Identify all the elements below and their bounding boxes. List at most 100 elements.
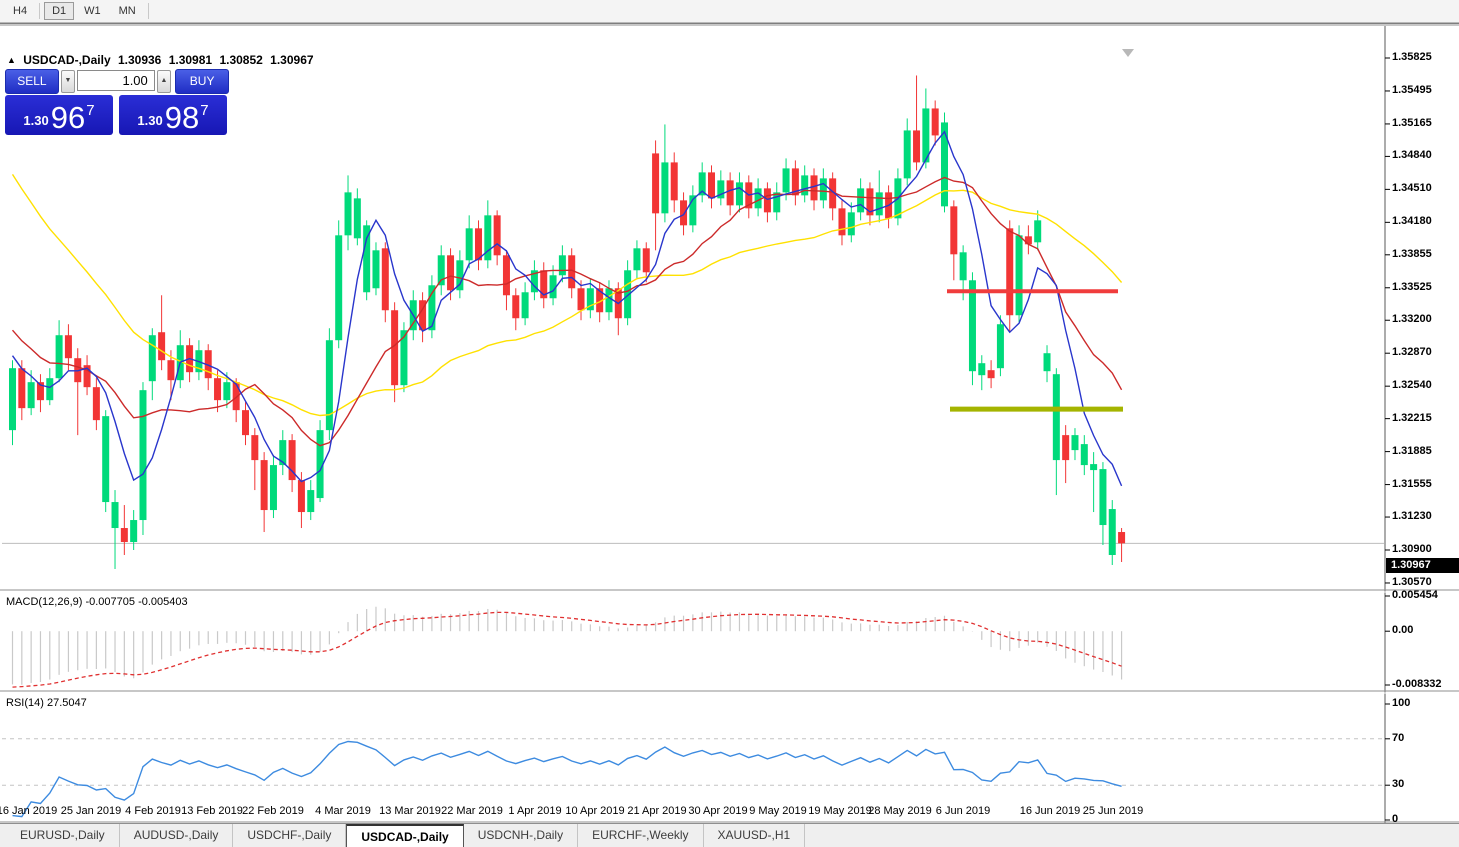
candle-body	[959, 252, 967, 281]
chart-canvas[interactable]	[0, 24, 1459, 847]
candle-body	[130, 520, 138, 543]
candle-body	[847, 212, 855, 236]
candle-body	[1118, 532, 1126, 544]
buy-price-pip: 7	[200, 102, 209, 119]
candle-body	[1080, 444, 1088, 466]
macd-pane[interactable]	[11, 606, 1123, 688]
price-axis-label: 1.32540	[1392, 379, 1432, 392]
time-axis-label: 19 May 2019	[808, 805, 872, 817]
chart-tab-xauusd[interactable]: XAUUSD-,H1	[704, 824, 806, 847]
candle-body	[502, 255, 510, 296]
ohlc-high: 1.30981	[168, 53, 213, 67]
candle-body	[1015, 235, 1023, 316]
buy-button[interactable]: BUY	[175, 69, 229, 94]
time-axis-label: 30 Apr 2019	[688, 805, 748, 817]
candle-body	[18, 368, 26, 409]
volume-input[interactable]: 1.00	[77, 70, 155, 91]
chart-tab-usdchf[interactable]: USDCHF-,Daily	[233, 824, 347, 847]
sell-price-prefix: 1.30	[23, 113, 49, 128]
timeframe-button-h4[interactable]: H4	[13, 5, 28, 17]
candle-body	[484, 215, 492, 261]
candle-body	[148, 335, 156, 382]
price-axis-label: 1.35825	[1392, 51, 1432, 63]
candle-body	[167, 360, 175, 381]
chart-header: ▲ USDCAD-,Daily 1.30936 1.30981 1.30852 …	[7, 53, 318, 67]
candle-body	[708, 172, 715, 199]
timeframe-button-d1[interactable]: D1	[44, 2, 75, 20]
candle-body	[568, 255, 576, 289]
candle-body	[829, 178, 837, 209]
time-axis-label: 21 Apr 2019	[627, 805, 687, 817]
candle-body	[344, 192, 352, 236]
candle-body	[670, 162, 678, 201]
candle-body	[596, 288, 604, 313]
timeframe-button-w1[interactable]: W1	[84, 5, 101, 17]
trade-panel-collapse-icon[interactable]: ▲	[7, 55, 16, 65]
price-axis-label: 1.34510	[1392, 182, 1432, 195]
price-axis-label: 1.35495	[1392, 83, 1432, 96]
candle-body	[754, 188, 762, 209]
chart-tab-audusd[interactable]: AUDUSD-,Daily	[120, 824, 234, 847]
candle-body	[987, 370, 995, 379]
chart-tab-eurchf[interactable]: EURCHF-,Weekly	[578, 824, 704, 847]
volume-decrease-button[interactable]: ▼	[60, 70, 76, 93]
timeframe-button-mn[interactable]: MN	[118, 5, 136, 17]
rsi-axis-label: 0	[1392, 813, 1399, 825]
candle-body	[363, 225, 371, 293]
time-axis-label: 13 Feb 2019	[181, 805, 243, 817]
candle-body	[530, 270, 538, 293]
candle-body	[269, 465, 277, 511]
candle-body	[260, 460, 268, 511]
rsi-pane[interactable]	[2, 738, 1384, 818]
candle-body	[223, 382, 231, 401]
rsi-axis-label: 30	[1392, 778, 1405, 791]
time-axis-label: 4 Feb 2019	[125, 805, 181, 817]
candle-body	[633, 248, 641, 271]
price-axis-label: 1.34840	[1392, 149, 1432, 162]
time-axis-label: 16 Jan 2019	[0, 805, 58, 817]
candle-body	[456, 260, 464, 291]
sell-button[interactable]: SELL	[5, 69, 59, 94]
candle-body	[1006, 228, 1014, 316]
chart-window[interactable]: ▲ USDCAD-,Daily 1.30936 1.30981 1.30852 …	[0, 23, 1459, 827]
candle-body	[111, 502, 119, 529]
candle-body	[1090, 464, 1098, 471]
chart-tab-usdcad[interactable]: USDCAD-,Daily	[346, 824, 464, 847]
candle-body	[9, 368, 16, 431]
sell-price-box[interactable]: 1.30 96 7	[5, 95, 113, 135]
candle-body	[251, 435, 259, 461]
rsi-axis-label: 70	[1392, 731, 1405, 744]
volume-increase-button[interactable]: ▲	[156, 70, 172, 93]
candle-body	[92, 387, 100, 421]
candle-body	[605, 288, 613, 313]
rsi-line	[12, 740, 1122, 818]
candle-body	[931, 108, 939, 136]
price-axis-label: 1.33200	[1392, 313, 1432, 326]
candle-body	[791, 168, 799, 196]
time-axis-label: 16 Jun 2019	[1019, 805, 1081, 817]
current-price-tag: 1.30967	[1386, 558, 1459, 574]
timeframe-toolbar: H4 D1 W1 MN	[0, 0, 1459, 23]
candle-body	[1024, 236, 1032, 245]
time-axis-label: 25 Jan 2019	[60, 805, 122, 817]
candle-body	[493, 215, 501, 256]
candle-body	[1034, 220, 1042, 243]
candle-body	[204, 350, 212, 379]
chart-tab-eurusd[interactable]: EURUSD-,Daily	[6, 824, 120, 847]
candle-body	[139, 390, 147, 521]
candle-body	[316, 430, 324, 499]
price-axis-label: 1.30570	[1392, 575, 1432, 588]
price-axis-label: 1.33855	[1392, 247, 1432, 260]
price-pane[interactable]	[2, 75, 1384, 569]
buy-price-box[interactable]: 1.30 98 7	[119, 95, 227, 135]
macd-indicator-label: MACD(12,26,9) -0.007705 -0.005403	[6, 596, 188, 608]
price-axis-label: 1.34180	[1392, 215, 1432, 228]
candle-body	[857, 188, 865, 213]
candle-body	[279, 440, 287, 466]
chart-tab-usdcnh[interactable]: USDCNH-,Daily	[464, 824, 579, 847]
candle-body	[400, 330, 408, 386]
chart-shift-marker-icon[interactable]	[1122, 49, 1134, 57]
price-axis-label: 1.31555	[1392, 477, 1432, 490]
candle-body	[968, 280, 976, 372]
candle-body	[353, 198, 361, 239]
